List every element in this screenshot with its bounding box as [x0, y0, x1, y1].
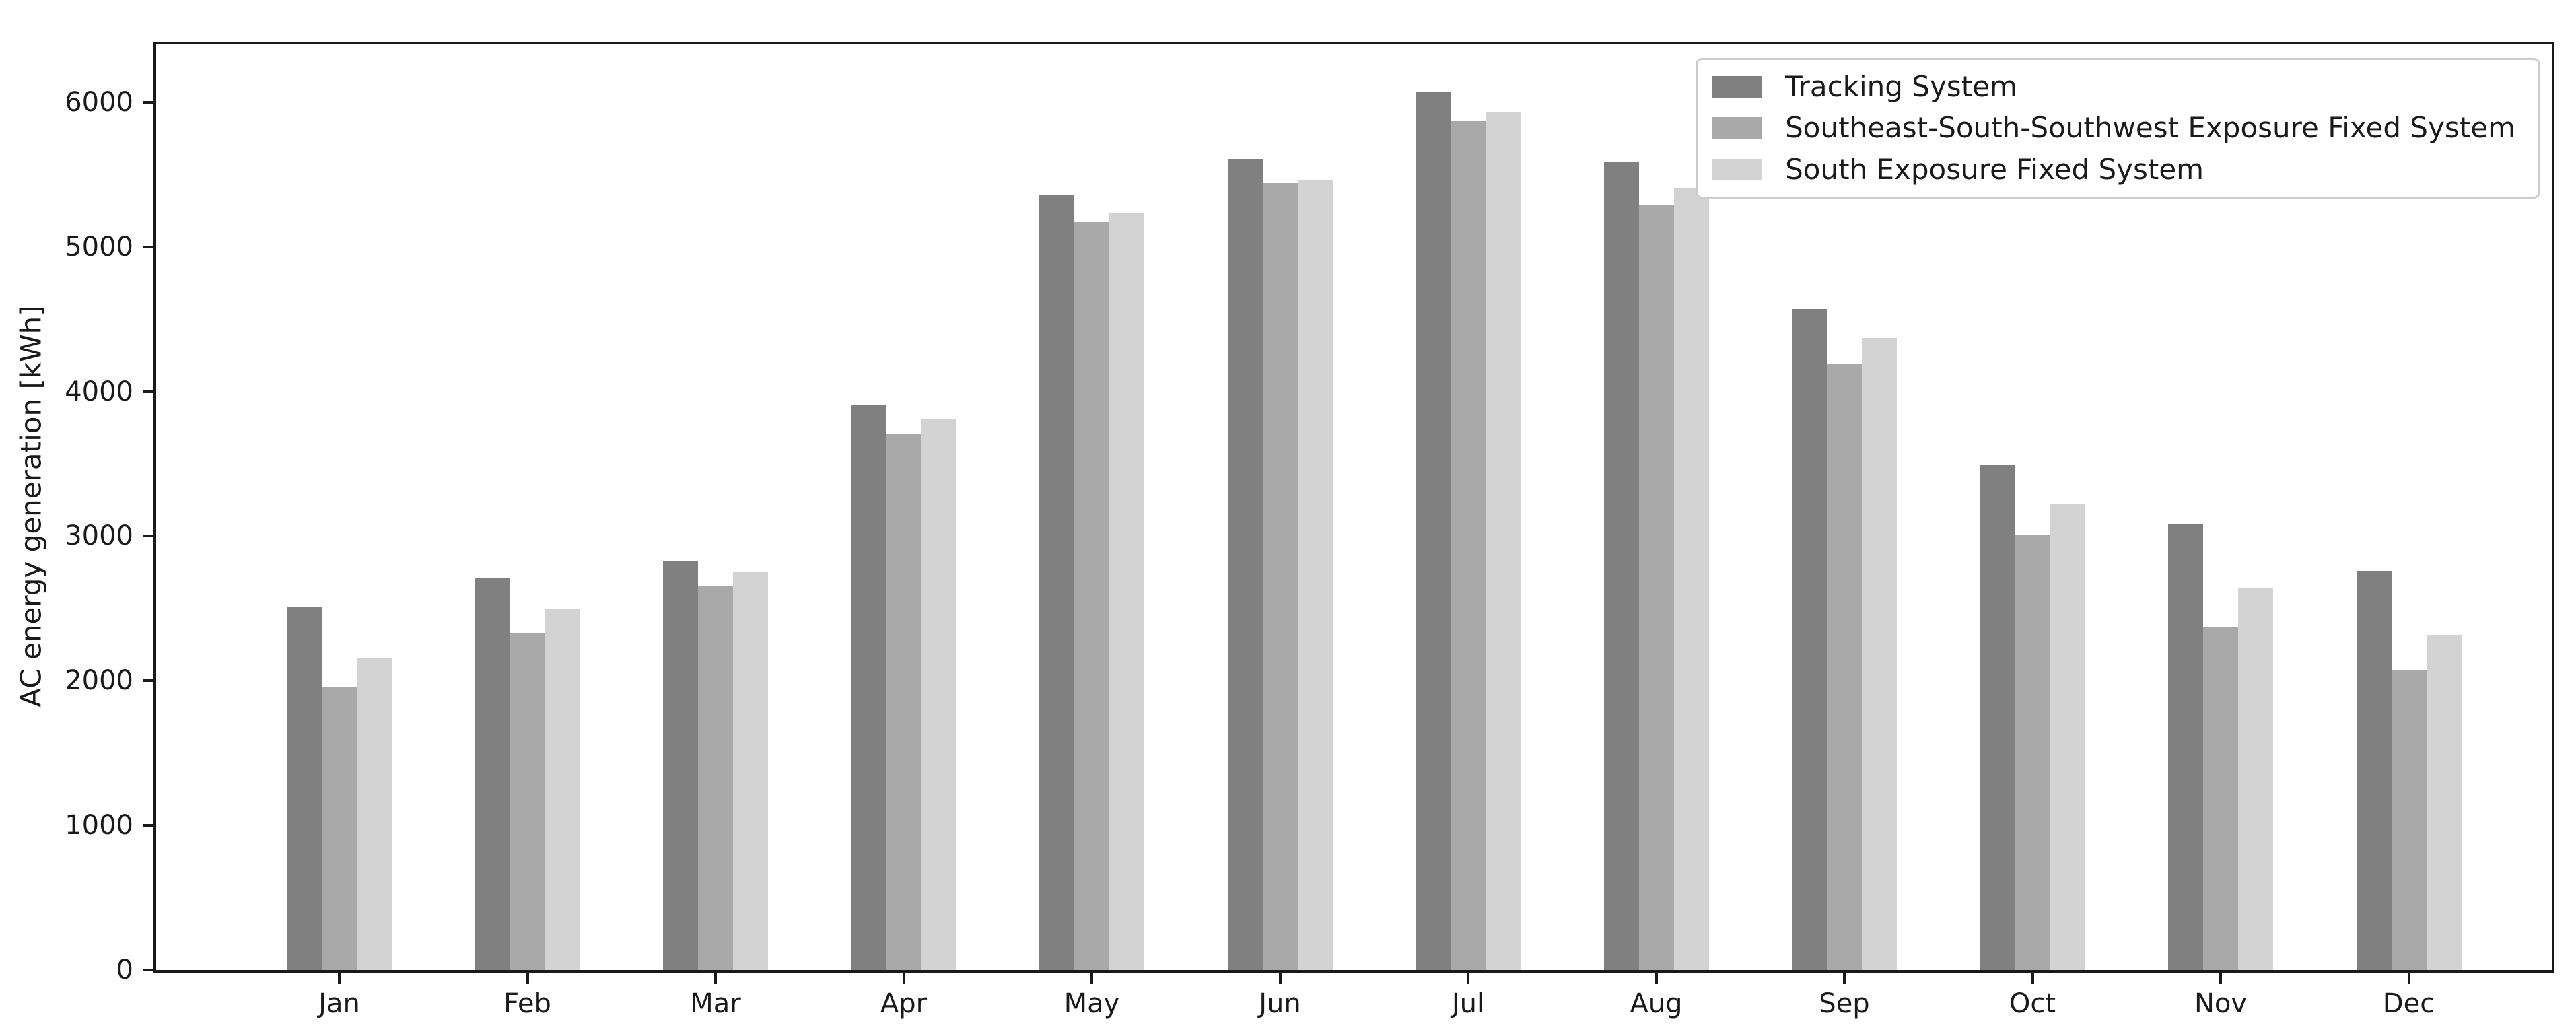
bar-jun-series-0 — [1227, 158, 1263, 970]
bar-nov-series-2 — [2238, 588, 2273, 970]
x-tick-label-jun: Jun — [1259, 988, 1301, 1019]
bar-jan-series-0 — [287, 607, 322, 970]
bar-nov-series-0 — [2168, 524, 2203, 970]
bar-jun-series-1 — [1262, 183, 1298, 970]
bar-dec-series-0 — [2356, 571, 2392, 970]
bar-aug-series-0 — [1603, 162, 1639, 970]
x-tick-mark — [714, 973, 717, 984]
x-tick-mark — [338, 973, 341, 984]
bar-oct-series-0 — [1980, 465, 2015, 970]
bar-feb-series-1 — [510, 633, 545, 970]
bar-dec-series-1 — [2391, 670, 2427, 970]
legend-row: Tracking System — [1712, 70, 2515, 103]
legend-swatch-icon — [1712, 76, 1763, 98]
bar-sep-series-1 — [1827, 364, 1862, 970]
y-axis-title: AC energy generation [kWh] — [14, 305, 48, 708]
y-tick-mark — [143, 679, 153, 683]
bar-jan-series-1 — [322, 686, 357, 970]
x-tick-label-jul: Jul — [1451, 988, 1485, 1019]
x-tick-mark — [2031, 973, 2034, 984]
x-tick-mark — [1467, 973, 1469, 984]
y-tick-mark — [143, 535, 153, 538]
bar-feb-series-2 — [545, 608, 580, 970]
y-tick-mark — [143, 100, 153, 104]
bar-mar-series-0 — [663, 561, 698, 970]
y-tick-mark — [143, 824, 153, 827]
y-tick-label: 6000 — [65, 86, 133, 118]
x-tick-mark — [1655, 973, 1658, 984]
x-tick-label-aug: Aug — [1630, 988, 1683, 1019]
bar-jan-series-2 — [357, 657, 392, 970]
y-tick-label: 0 — [116, 955, 133, 986]
legend-swatch-icon — [1712, 158, 1763, 180]
x-tick-mark — [902, 973, 905, 984]
bar-aug-series-1 — [1638, 205, 1674, 970]
legend-swatch-icon — [1712, 117, 1763, 139]
x-tick-mark — [526, 973, 529, 984]
bar-sep-series-2 — [1862, 338, 1897, 970]
bar-feb-series-0 — [475, 578, 510, 970]
bar-jul-series-1 — [1451, 120, 1486, 970]
x-tick-label-jan: Jan — [318, 988, 360, 1019]
bar-dec-series-2 — [2426, 634, 2462, 970]
bar-may-series-1 — [1074, 222, 1109, 970]
x-tick-mark — [1843, 973, 1846, 984]
bar-jul-series-0 — [1416, 92, 1451, 970]
x-tick-mark — [1090, 973, 1093, 984]
x-tick-label-sep: Sep — [1819, 988, 1870, 1019]
bar-aug-series-2 — [1673, 187, 1709, 970]
x-tick-label-oct: Oct — [2009, 988, 2056, 1019]
y-tick-mark — [143, 245, 153, 248]
y-tick-mark — [143, 390, 153, 393]
bar-sep-series-0 — [1792, 309, 1827, 970]
x-tick-label-mar: Mar — [690, 988, 741, 1019]
bar-apr-series-0 — [851, 404, 886, 970]
bar-apr-series-2 — [921, 419, 956, 970]
legend-row: South Exposure Fixed System — [1712, 153, 2515, 186]
bar-may-series-0 — [1039, 195, 1074, 970]
y-tick-label: 2000 — [65, 665, 133, 697]
legend-label: South Exposure Fixed System — [1785, 152, 2204, 186]
x-tick-mark — [1278, 973, 1282, 984]
bar-jul-series-2 — [1486, 112, 1521, 970]
bar-may-series-2 — [1109, 213, 1144, 970]
x-tick-label-nov: Nov — [2194, 988, 2248, 1019]
bar-apr-series-1 — [886, 433, 921, 970]
legend: Tracking System Southeast-South-Southwest… — [1696, 58, 2540, 199]
bar-mar-series-2 — [733, 572, 768, 970]
x-tick-label-dec: Dec — [2382, 988, 2435, 1019]
y-tick-label: 4000 — [65, 376, 133, 407]
bar-oct-series-2 — [2050, 504, 2085, 970]
bar-oct-series-1 — [2015, 535, 2050, 970]
y-tick-label: 3000 — [65, 520, 133, 552]
legend-label: Southeast-South-Southwest Exposure Fixed… — [1785, 111, 2515, 145]
bar-mar-series-1 — [698, 585, 733, 970]
y-tick-label: 5000 — [65, 231, 133, 263]
legend-row: Southeast-South-Southwest Exposure Fixed… — [1712, 111, 2515, 145]
x-tick-label-feb: Feb — [503, 988, 551, 1019]
x-tick-mark — [2407, 973, 2410, 984]
x-tick-label-may: May — [1064, 988, 1120, 1019]
plot-area: 0 1000 2000 3000 4000 5000 6000 Jan Feb Mar Apr Ma… — [65, 42, 2554, 1017]
y-tick-mark — [143, 969, 153, 971]
legend-label: Tracking System — [1785, 70, 2017, 103]
x-tick-mark — [2219, 973, 2222, 984]
x-tick-label-apr: Apr — [880, 988, 928, 1019]
y-tick-label: 1000 — [65, 810, 133, 841]
bar-jun-series-2 — [1297, 180, 1333, 970]
bar-nov-series-1 — [2203, 627, 2238, 970]
